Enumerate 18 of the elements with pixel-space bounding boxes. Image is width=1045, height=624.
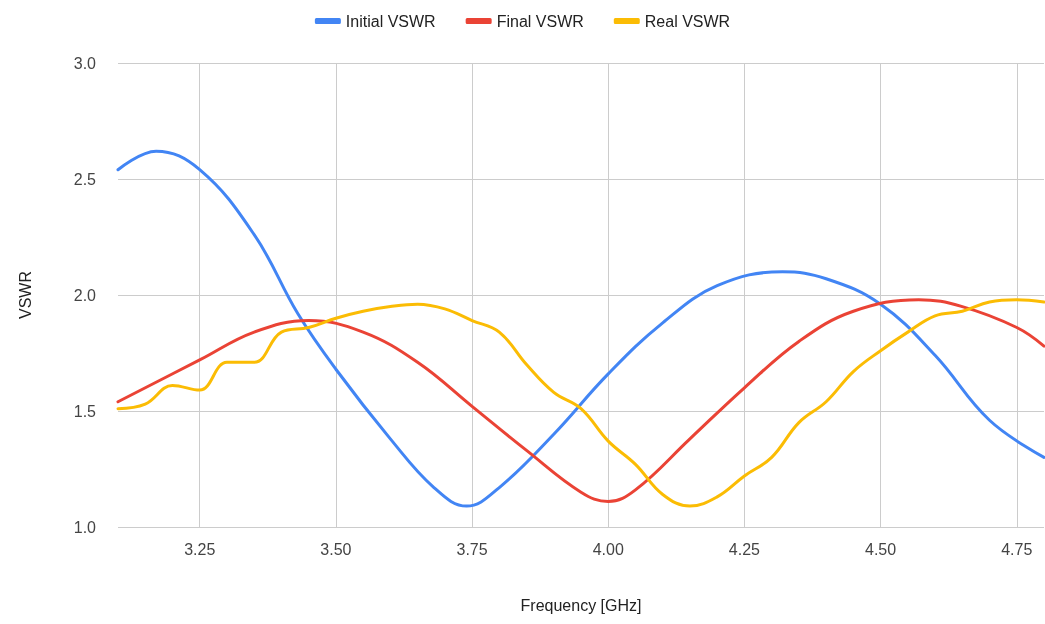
x-tick-label: 4.75	[1001, 540, 1033, 558]
x-tick-label: 4.50	[865, 540, 897, 558]
x-tick-label: 4.00	[592, 540, 624, 558]
y-tick-label: 1.5	[73, 402, 97, 420]
y-tick-label: 2.5	[73, 170, 97, 188]
x-tick-label: 4.25	[728, 540, 761, 558]
x-tick-label: 3.50	[320, 540, 352, 558]
y-tick-label: 1.0	[73, 518, 97, 536]
legend-label: Final VSWR	[496, 12, 584, 30]
legend-label: Real VSWR	[644, 12, 731, 30]
y-tick-label: 3.0	[73, 54, 97, 72]
y-tick-label: 2.0	[73, 286, 97, 304]
line-series	[116, 149, 1045, 508]
x-tick-label: 3.25	[184, 540, 216, 558]
x-axis-title: Frequency [GHz]	[520, 596, 642, 614]
x-tick-label: 3.75	[456, 540, 488, 558]
legend-label: Initial VSWR	[345, 12, 436, 30]
y-axis-title: VSWR	[16, 271, 34, 319]
